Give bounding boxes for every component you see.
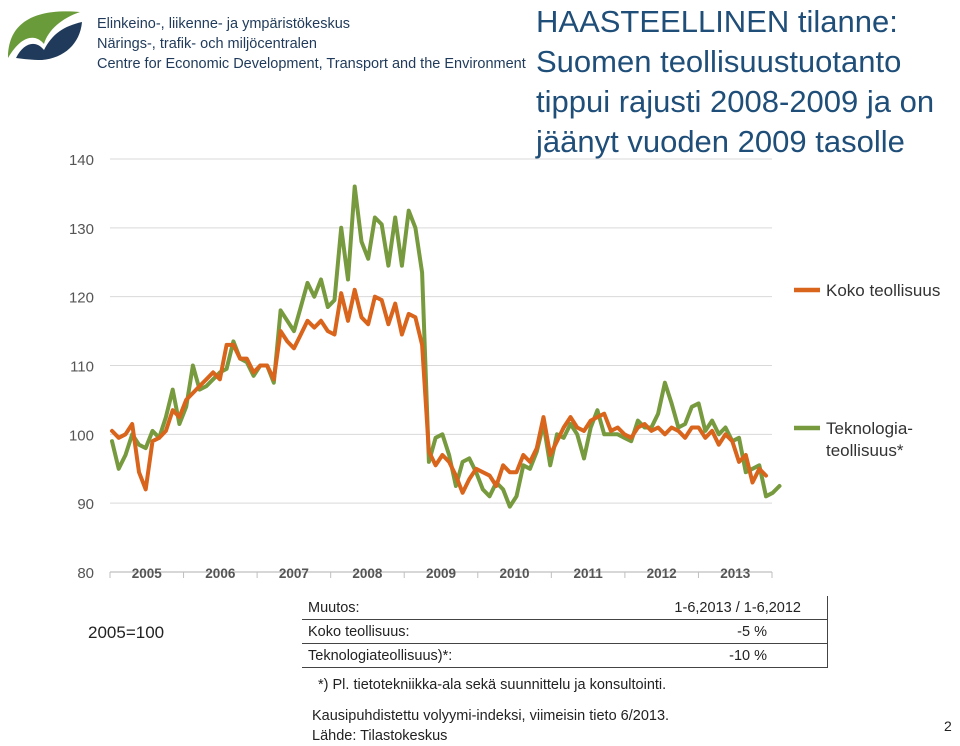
y-tick-label: 80 <box>77 565 94 582</box>
footnote-source-label: Lähde: Tilastokeskus <box>312 728 448 744</box>
changes-table: Muutos: 1-6,2013 / 1-6,2012 Koko teollis… <box>302 596 829 668</box>
legend-label-line: teollisuus* <box>826 441 904 460</box>
legend-label: Koko teollisuus <box>826 281 940 300</box>
legend-label-line: Teknologia- <box>826 419 913 438</box>
x-tick-label: 2011 <box>573 566 603 581</box>
table-cell: -10 % <box>564 643 829 668</box>
x-tick-label: 2007 <box>279 566 309 581</box>
x-tick-label: 2010 <box>500 566 530 581</box>
y-tick-label: 90 <box>77 496 94 513</box>
legend-label: Teknologia-teollisuus* <box>826 419 913 460</box>
table-cell: Teknologiateollisuus)*: <box>302 643 565 668</box>
org-line-sv: Närings-, trafik- och miljöcentralen <box>97 36 317 52</box>
series-line <box>110 287 768 495</box>
y-tick-label: 130 <box>69 221 94 238</box>
y-tick-label: 100 <box>69 427 94 444</box>
y-tick-label: 140 <box>69 152 94 169</box>
page-number: 2 <box>944 718 952 734</box>
table-row: Muutos: 1-6,2013 / 1-6,2012 <box>302 596 829 620</box>
org-line-fi: Elinkeino-, liikenne- ja ympäristökeskus <box>97 16 351 32</box>
org-line-en: Centre for Economic Development, Transpo… <box>97 56 526 72</box>
x-tick-label: 2013 <box>720 566 751 581</box>
base-year-label: 2005=100 <box>88 623 165 642</box>
legend-label-line: Koko teollisuus <box>826 281 940 300</box>
footnote-exclusion: *) Pl. tietotekniikka-ala sekä suunnitte… <box>318 677 667 693</box>
table-cell: 1-6,2013 / 1-6,2012 <box>564 596 829 620</box>
y-tick-label: 120 <box>69 290 94 307</box>
footnote-source: Kausipuhdistettu volyymi-indeksi, viimei… <box>312 706 669 746</box>
table-cell: Koko teollisuus: <box>302 619 565 644</box>
table-cell: Muutos: <box>302 596 565 620</box>
x-tick-label: 2012 <box>647 566 677 581</box>
x-tick-label: 2006 <box>205 566 236 581</box>
organization-name: Elinkeino-, liikenne- ja ympäristökeskus… <box>97 14 526 74</box>
x-tick-label: 2009 <box>426 566 456 581</box>
table-row: Koko teollisuus: -5 % <box>302 619 829 644</box>
x-tick-label: 2005 <box>132 566 163 581</box>
x-tick-label: 2008 <box>352 566 383 581</box>
table-row: Teknologiateollisuus)*: -10 % <box>302 643 829 668</box>
footnote-index: Kausipuhdistettu volyymi-indeksi, viimei… <box>312 708 670 724</box>
ely-logo-icon <box>8 11 82 60</box>
y-tick-label: 110 <box>70 359 94 376</box>
slide-title: HAASTEELLINEN tilanne: Suomen teollisuus… <box>536 4 935 159</box>
table-cell: -5 % <box>564 619 829 644</box>
